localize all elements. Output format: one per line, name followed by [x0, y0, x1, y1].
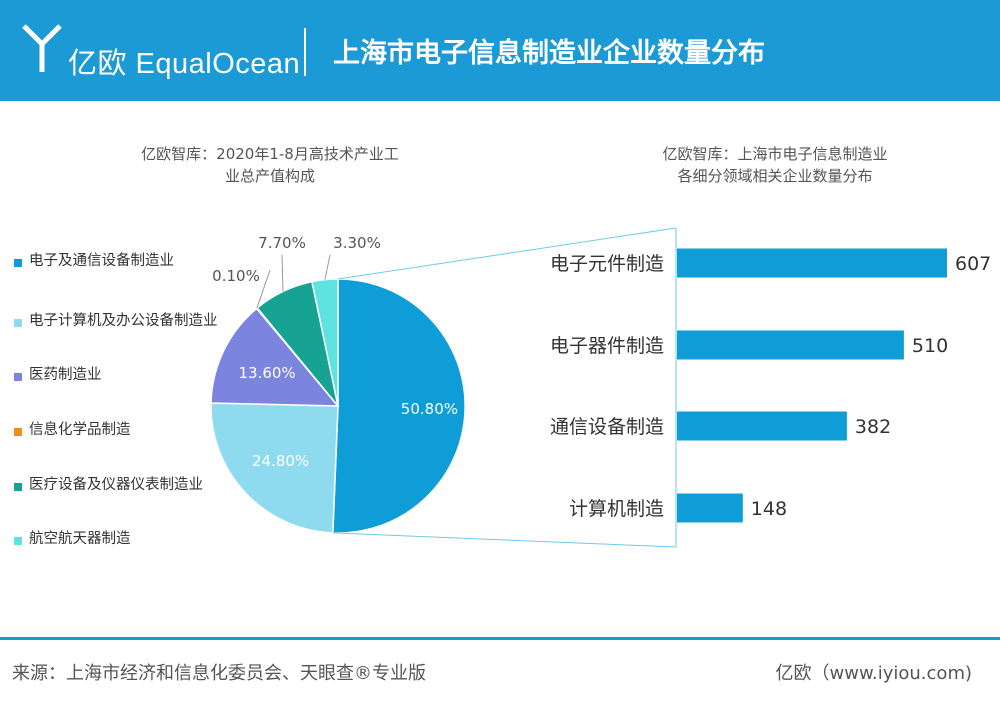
bar-value-label: 607 [955, 253, 991, 275]
header-banner: 亿欧 EqualOcean 上海市电子信息制造业企业数量分布 [0, 0, 1000, 101]
bar [677, 411, 847, 441]
bar-title-line-2: 各细分领域相关企业数量分布 [677, 167, 873, 185]
pie-data-label: 3.30% [333, 234, 381, 252]
legend-item: 信息化学品制造 [14, 419, 224, 442]
pie-title-line-1: 亿欧智库：2020年1-8月高技术产业工 [141, 145, 399, 163]
leader-line [256, 269, 271, 309]
legend-label: 航空航天器制造 [29, 531, 131, 547]
source-note: 来源：上海市经济和信息化委员会、天眼查®专业版 [12, 663, 426, 684]
bar-value-label: 148 [751, 498, 787, 520]
bar [677, 493, 743, 523]
legend-item: 电子及通信设备制造业 [14, 250, 224, 273]
bar-category-label: 电子器件制造 [550, 335, 664, 357]
leader-line [281, 254, 284, 292]
bar [677, 330, 904, 360]
connector-line [337, 227, 677, 280]
bar-chart-title: 亿欧智库：上海市电子信息制造业 各细分领域相关企业数量分布 [620, 143, 930, 187]
bar-title-line-1: 亿欧智库：上海市电子信息制造业 [662, 145, 888, 163]
legend-label: 医药制造业 [29, 367, 102, 383]
legend-swatch [14, 537, 22, 545]
pie-data-label: 7.70% [258, 234, 306, 252]
pie-slice [210, 307, 340, 407]
legend-item: 医疗设备及仪器仪表制造业 [14, 474, 224, 497]
legend-label: 信息化学品制造 [29, 422, 131, 438]
legend-label: 医疗设备及仪器仪表制造业 [29, 477, 203, 493]
bar-category-label: 通信设备制造 [550, 416, 664, 438]
equalocean-logo-icon [22, 24, 62, 72]
page-title: 上海市电子信息制造业企业数量分布 [333, 38, 765, 69]
legend-label: 电子计算机及办公设备制造业 [29, 313, 218, 329]
bar-value-label: 510 [912, 335, 948, 357]
legend-item: 航空航天器制造 [14, 528, 224, 551]
legend-item: 医药制造业 [14, 364, 224, 387]
bar-category-label: 计算机制造 [569, 498, 664, 520]
pie-data-label: 50.80% [401, 400, 458, 418]
header-divider [304, 28, 306, 76]
legend-item: 电子计算机及办公设备制造业 [14, 310, 224, 333]
footer-divider [0, 637, 1000, 640]
bar [677, 248, 947, 278]
legend-label: 电子及通信设备制造业 [29, 253, 174, 269]
pie-data-label: 13.60% [238, 364, 295, 382]
pie-title-line-2: 业总产值构成 [224, 167, 315, 185]
logo-text: 亿欧 EqualOcean [68, 48, 301, 80]
legend-swatch [14, 373, 22, 381]
pie-chart-title: 亿欧智库：2020年1-8月高技术产业工 业总产值构成 [110, 143, 430, 187]
pie-data-label: 0.10% [212, 267, 260, 285]
brand-url: 亿欧（www.iyiou.com) [775, 663, 973, 684]
legend-swatch [14, 319, 22, 327]
pie-data-label: 24.80% [252, 452, 309, 470]
leader-line [324, 254, 331, 280]
legend-swatch [14, 259, 22, 267]
bar-category-label: 电子元件制造 [550, 253, 664, 275]
connector-line [332, 532, 677, 548]
legend-swatch [14, 428, 22, 436]
legend-swatch [14, 483, 22, 491]
pie-slice [210, 402, 339, 534]
bar-value-label: 382 [855, 416, 891, 438]
pie-slice [332, 278, 466, 534]
